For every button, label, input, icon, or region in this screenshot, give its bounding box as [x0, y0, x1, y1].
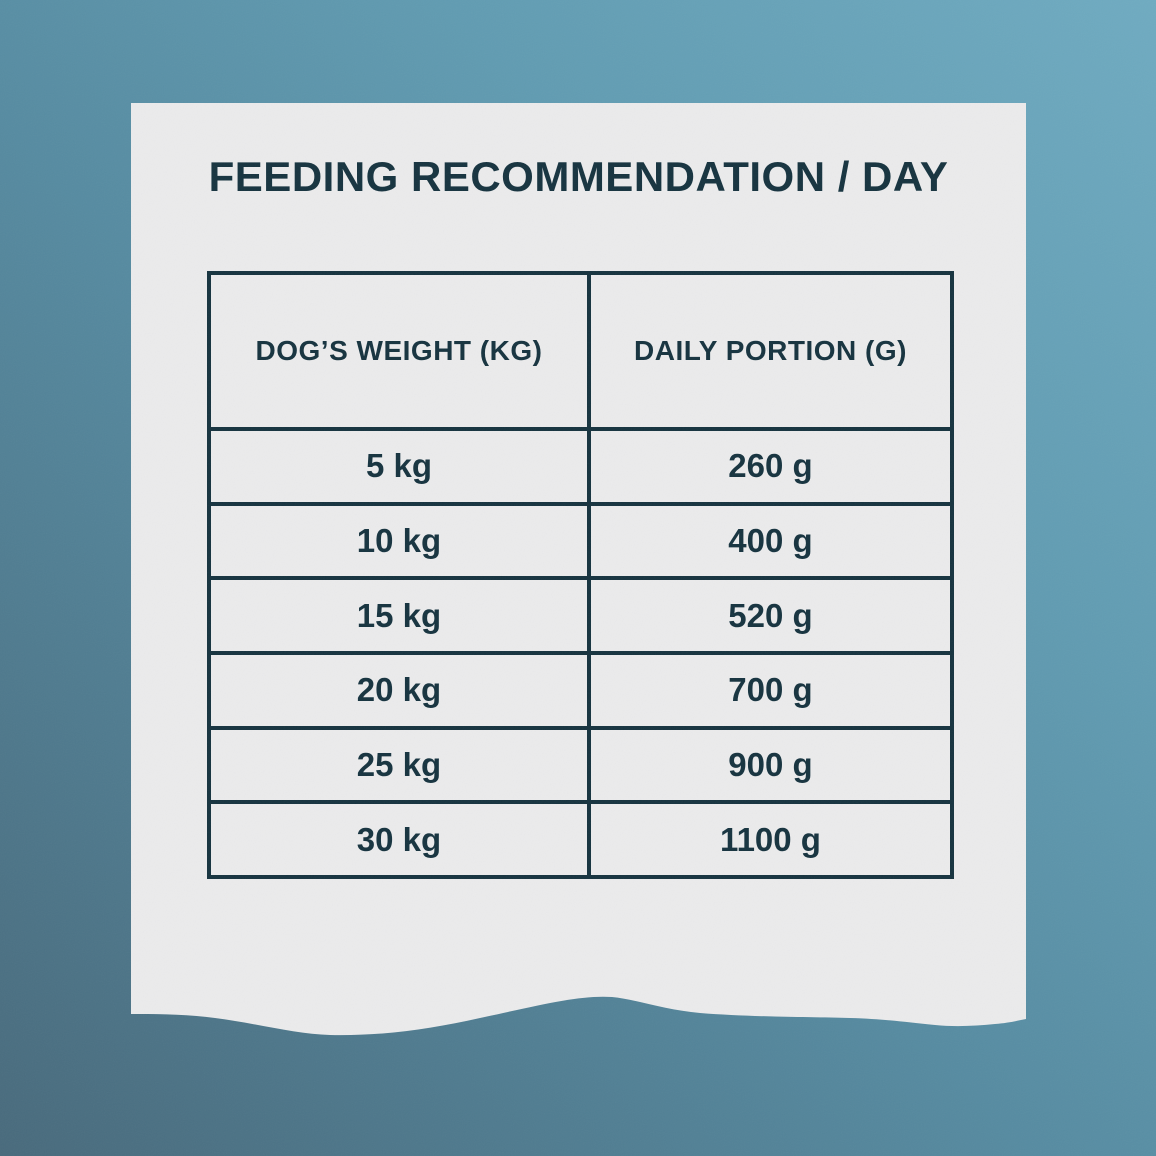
table-cell-portion: 900 g [591, 729, 950, 801]
table-cell-portion: 520 g [591, 580, 950, 651]
table-cell-portion: 700 g [591, 654, 950, 726]
table-cell-portion: 260 g [591, 431, 950, 502]
table-cell-portion: 1100 g [591, 804, 950, 875]
table-cell-weight: 25 kg [211, 729, 587, 801]
table-cell-weight: 10 kg [211, 505, 587, 577]
table-cell-portion: 400 g [591, 505, 950, 577]
table-cell-weight: 15 kg [211, 580, 587, 651]
table-cell-weight: 20 kg [211, 654, 587, 726]
column-header-daily-portion: DAILY PORTION (G) [591, 275, 950, 427]
table-cell-weight: 30 kg [211, 804, 587, 875]
table-cell-weight: 5 kg [211, 431, 587, 502]
page-title: FEEDING RECOMMENDATION / DAY [208, 153, 949, 200]
column-header-dogs-weight: DOG’S WEIGHT (KG) [211, 275, 587, 427]
feeding-table: DOG’S WEIGHT (KG) DAILY PORTION (G) 5 kg… [207, 271, 954, 879]
